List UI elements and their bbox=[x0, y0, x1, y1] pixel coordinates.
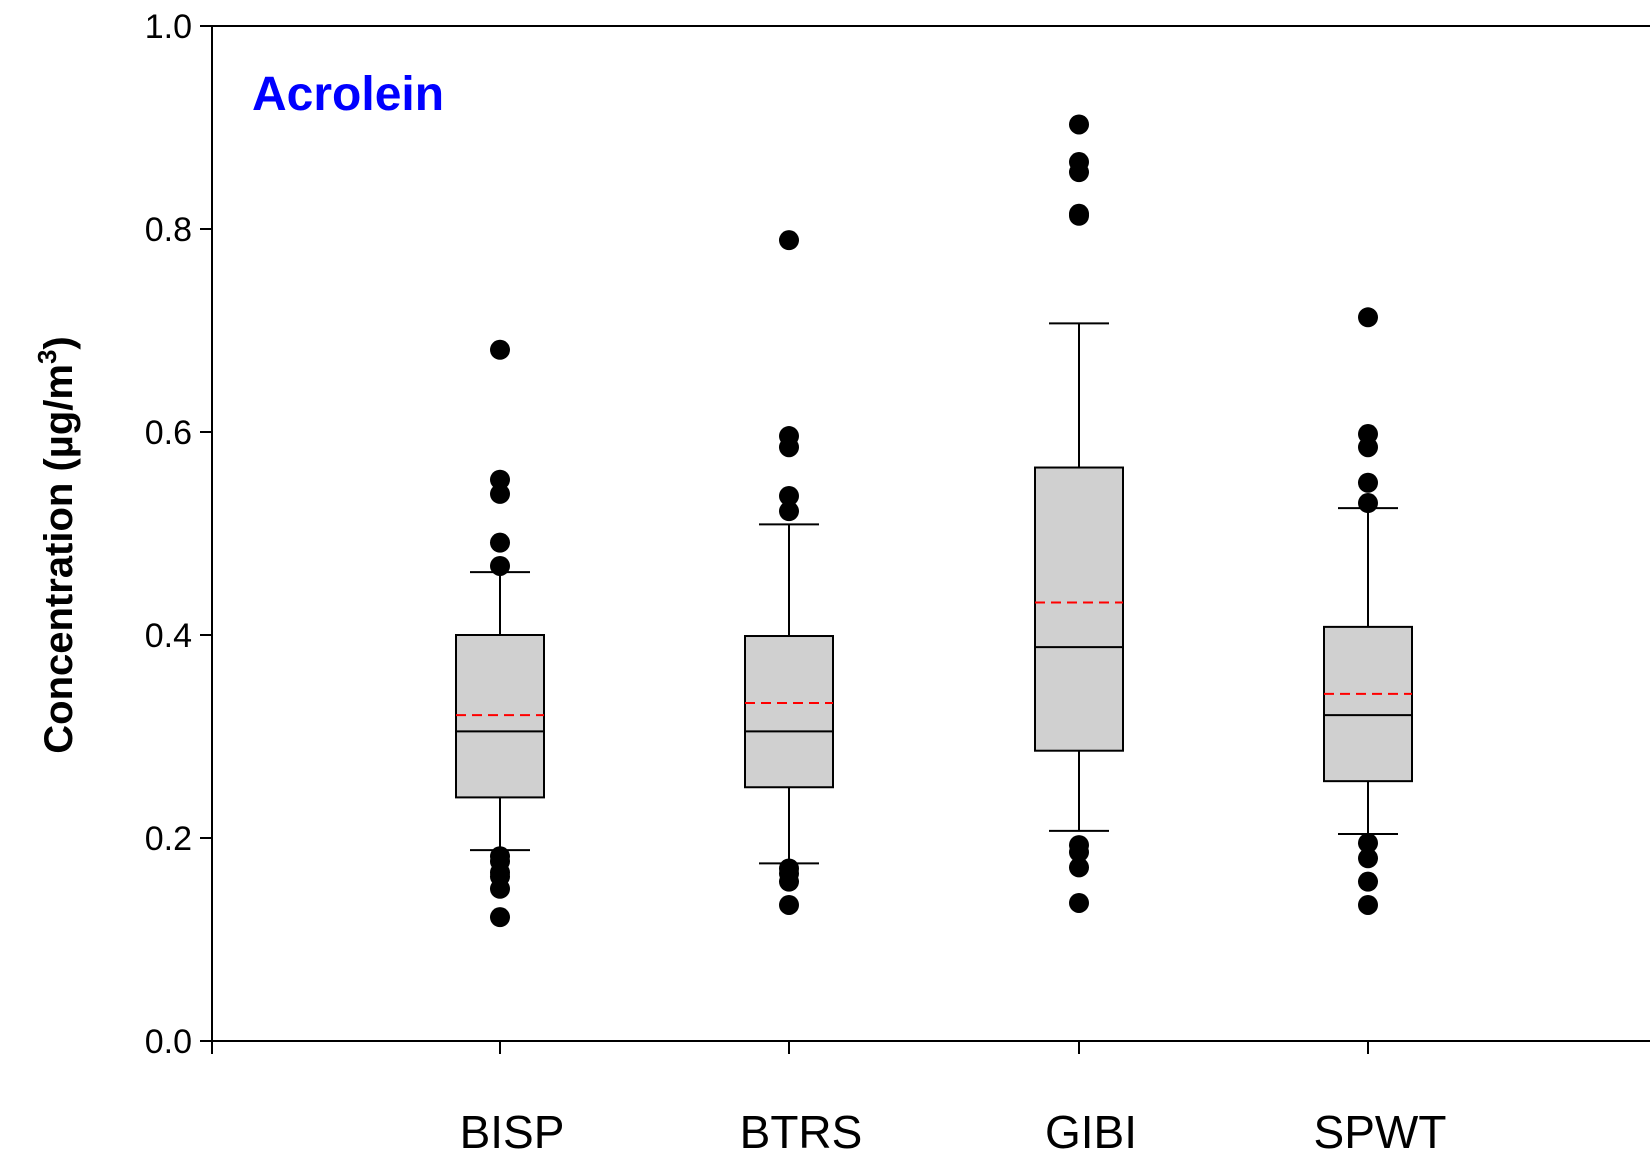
outlier-point bbox=[1069, 842, 1089, 863]
y-tick-label: 0.8 bbox=[145, 211, 192, 249]
y-tick-label: 0.0 bbox=[145, 1023, 192, 1061]
outlier-point bbox=[779, 871, 799, 892]
box-spwt bbox=[1323, 307, 1413, 915]
y-axis-label: Concentration (µg/m3) bbox=[32, 336, 81, 754]
outlier-point bbox=[779, 894, 799, 915]
outlier-point bbox=[490, 483, 510, 504]
outlier-point bbox=[779, 501, 799, 522]
box-iqr bbox=[744, 635, 834, 789]
labels: Acrolein Concentration (µg/m3) bbox=[32, 68, 444, 754]
outlier-point bbox=[490, 907, 510, 928]
box-bisp bbox=[455, 339, 545, 928]
axes: 0.0 0.2 0.4 0.6 0.8 1.0 BISP BTRS GIBI SPWT bbox=[145, 8, 1650, 1157]
outlier-point bbox=[1358, 307, 1378, 328]
y-tick-label: 0.4 bbox=[145, 617, 192, 655]
outlier-point bbox=[490, 878, 510, 899]
outlier-point bbox=[490, 469, 510, 490]
outlier-point bbox=[1069, 162, 1089, 183]
outlier-point bbox=[490, 555, 510, 576]
outlier-point bbox=[779, 485, 799, 506]
outlier-point bbox=[1358, 437, 1378, 458]
y-axis-label-close: ) bbox=[37, 336, 81, 349]
y-tick-label: 0.6 bbox=[145, 414, 192, 452]
box-iqr bbox=[1034, 466, 1124, 752]
x-tick-label: BISP bbox=[460, 1106, 565, 1157]
boxes bbox=[455, 114, 1413, 928]
y-axis-label-superscript: 3 bbox=[32, 350, 62, 364]
outlier-point bbox=[490, 532, 510, 553]
outlier-point bbox=[1069, 205, 1089, 226]
box-btrs bbox=[744, 230, 834, 915]
x-tick-label: BTRS bbox=[740, 1106, 863, 1157]
box-gibi bbox=[1034, 114, 1124, 913]
y-tick-label: 1.0 bbox=[145, 8, 192, 46]
outlier-point bbox=[779, 437, 799, 458]
outlier-point bbox=[1069, 892, 1089, 913]
outlier-point bbox=[1358, 894, 1378, 915]
outlier-point bbox=[1358, 871, 1378, 892]
outlier-point bbox=[1358, 472, 1378, 493]
chart-title: Acrolein bbox=[252, 68, 444, 121]
y-tick-label: 0.2 bbox=[145, 820, 192, 858]
outlier-point bbox=[1358, 493, 1378, 514]
outlier-point bbox=[490, 339, 510, 360]
outlier-point bbox=[1069, 114, 1089, 135]
box-iqr bbox=[1323, 625, 1413, 783]
outlier-point bbox=[779, 230, 799, 251]
box-iqr bbox=[455, 634, 545, 799]
x-tick-label: GIBI bbox=[1045, 1106, 1137, 1157]
outlier-point bbox=[1069, 857, 1089, 878]
outlier-point bbox=[1358, 848, 1378, 869]
y-axis-label-main: Concentration (µg/m bbox=[37, 364, 81, 754]
x-tick-label: SPWT bbox=[1314, 1106, 1447, 1157]
outlier-point bbox=[1358, 833, 1378, 854]
